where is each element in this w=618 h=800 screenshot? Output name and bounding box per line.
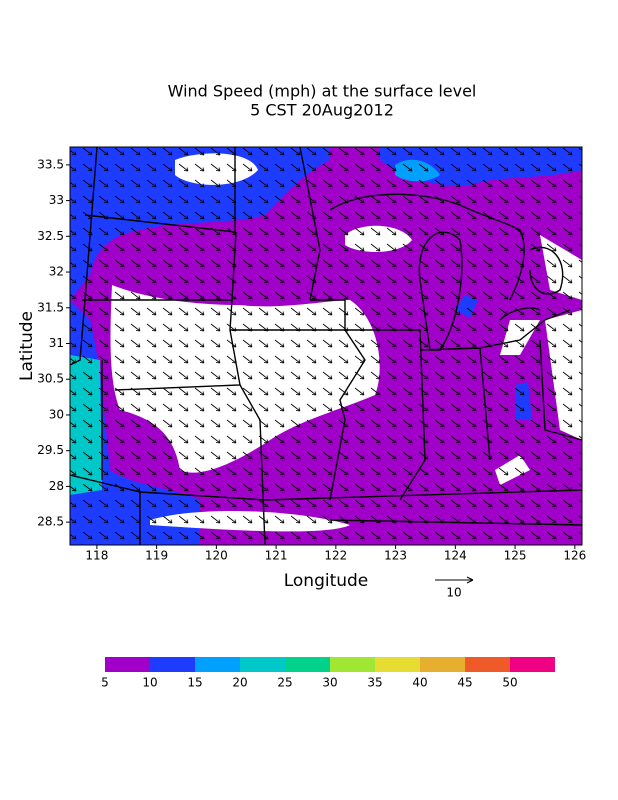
- colorbar-label: 45: [457, 676, 472, 690]
- x-axis-label: Longitude: [284, 571, 369, 591]
- colorbar-label: 40: [412, 676, 427, 690]
- boundaries: [70, 147, 582, 545]
- y-axis-label: Latitude: [17, 311, 37, 381]
- x-tick-label: 122: [324, 549, 347, 563]
- colorbar-label: 50: [502, 676, 517, 690]
- colorbar-label: 5: [101, 676, 109, 690]
- colorbar-label: 35: [367, 676, 382, 690]
- x-tick-label: 121: [265, 549, 288, 563]
- x-tick-label: 124: [444, 549, 467, 563]
- colorbar-box: [465, 657, 510, 672]
- colorbar-box: [510, 657, 555, 672]
- contour-field: [70, 147, 582, 545]
- colorbar-box: [240, 657, 285, 672]
- colorbar-label: 25: [277, 676, 292, 690]
- y-tick-label: 32: [49, 265, 64, 279]
- colorbar-box: [420, 657, 465, 672]
- y-tick-label: 28.5: [37, 515, 64, 529]
- y-tick-label: 28: [49, 479, 64, 493]
- x-tick-label: 125: [504, 549, 527, 563]
- vector-reference-head: [466, 576, 474, 584]
- colorbar-box: [285, 657, 330, 672]
- y-tick-label: 33.5: [37, 157, 64, 171]
- x-tick-label: 119: [145, 549, 168, 563]
- y-tick-label: 29.5: [37, 443, 64, 457]
- x-tick-label: 123: [384, 549, 407, 563]
- x-tick-label: 118: [85, 549, 108, 563]
- colorbar-label: 10: [142, 676, 157, 690]
- y-tick-label: 32.5: [37, 229, 64, 243]
- plot-frame: [69, 146, 583, 546]
- colorbar-box: [195, 657, 240, 672]
- wind-vectors: [70, 147, 582, 545]
- colorbar-box: [375, 657, 420, 672]
- y-tick-label: 33: [49, 193, 64, 207]
- vector-reference-label: 10: [446, 586, 461, 600]
- title: Wind Speed (mph) at the surface level: [168, 82, 477, 101]
- colorbar-box: [150, 657, 195, 672]
- y-tick-label: 30.5: [37, 372, 64, 386]
- x-tick-label: 126: [563, 549, 586, 563]
- y-tick-label: 31.5: [37, 300, 64, 314]
- colorbar-label: 20: [232, 676, 247, 690]
- colorbar-label: 15: [187, 676, 202, 690]
- x-tick-label: 120: [205, 549, 228, 563]
- colorbar-box: [105, 657, 150, 672]
- colorbar-box: [330, 657, 375, 672]
- colorbar-label: 30: [322, 676, 337, 690]
- y-tick-label: 30: [49, 407, 64, 421]
- y-tick-label: 31: [49, 336, 64, 350]
- subtitle: 5 CST 20Aug2012: [250, 101, 394, 120]
